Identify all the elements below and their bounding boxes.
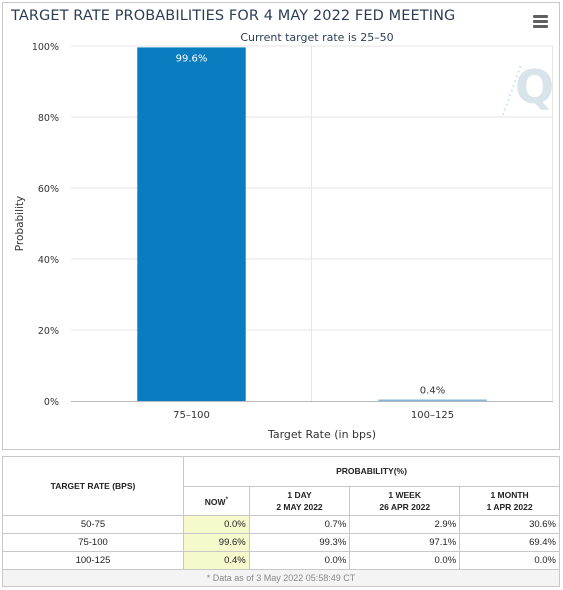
col-header-date: 26 APR 2022 (379, 501, 431, 512)
x-tick-label: 100–125 (411, 410, 454, 421)
table-cell: 0.0% (459, 551, 560, 570)
table-cell: 2.9% (349, 515, 461, 534)
probability-header: PROBABILITY(%) (183, 456, 560, 487)
row-rate: 100-125 (2, 551, 184, 570)
chart-title: TARGET RATE PROBABILITIES FOR 4 MAY 2022… (11, 8, 456, 24)
bar-chart: Current target rate is 25–50 0% 20% 40% 60% 8… (14, 31, 554, 441)
col-header: 1 MONTH 1 APR 2022 (459, 485, 560, 516)
col-header-line1: 1 MONTH (490, 489, 529, 500)
y-tick-label: 100% (32, 42, 59, 53)
y-tick-label: 0% (44, 397, 59, 408)
probability-table-wrap: TARGET RATE (BPS) PROBABILITY(%) NOW* 1 D… (2, 456, 560, 587)
probability-table: TARGET RATE (BPS) PROBABILITY(%) NOW* 1 D… (2, 456, 560, 587)
table-cell: 0.4% (183, 551, 250, 570)
col-header-line1: NOW (204, 496, 226, 507)
table-row: 75-100 99.6% 99.3% 97.1% 69.4% (2, 533, 560, 552)
rate-header: TARGET RATE (BPS) (2, 456, 184, 516)
table-cell: 97.1% (349, 533, 461, 552)
watermark-logo: Q (515, 60, 554, 114)
data-label: 99.6% (176, 53, 208, 64)
asterisk-mark: * (225, 496, 228, 503)
table-cell: 99.3% (248, 533, 351, 552)
bar-75–100 (137, 47, 246, 402)
y-axis-title: Probability (14, 196, 26, 252)
table-cell: 0.0% (248, 551, 351, 570)
y-tick-label: 40% (38, 255, 59, 266)
table-row: 100-125 0.4% 0.0% 0.0% 0.0% (2, 551, 560, 570)
table-cell: 99.6% (183, 533, 250, 552)
data-footnote: * Data as of 3 May 2022 05:58:49 CT (2, 569, 560, 587)
y-tick-label: 20% (38, 326, 59, 337)
table-cell: 30.6% (459, 515, 560, 534)
x-axis-title: Target Rate (in bps) (267, 428, 376, 441)
col-header: NOW* (183, 485, 250, 516)
table-cell: 0.0% (349, 551, 461, 570)
x-tick-label: 75–100 (173, 410, 210, 421)
col-header-line1: 1 DAY (287, 489, 312, 500)
col-header-date: 1 APR 2022 (486, 501, 533, 512)
y-tick-label: 80% (38, 113, 59, 124)
hamburger-menu-icon[interactable] (533, 15, 548, 29)
table-cell: 0.7% (248, 515, 351, 534)
data-label: 0.4% (420, 386, 445, 397)
table-cell: 69.4% (459, 533, 560, 552)
watermark-stripe (502, 64, 522, 116)
table-row: 50-75 0.0% 0.7% 2.9% 30.6% (2, 515, 560, 534)
chart-panel: TARGET RATE PROBABILITIES FOR 4 MAY 2022… (2, 2, 560, 450)
col-header-date: 2 MAY 2022 (276, 501, 323, 512)
table-cell: 0.0% (183, 515, 250, 534)
col-header-line1: 1 WEEK (388, 489, 421, 500)
col-header: 1 WEEK 26 APR 2022 (349, 485, 461, 516)
chart-subtitle: Current target rate is 25–50 (240, 31, 393, 44)
bar-100–125 (378, 399, 487, 401)
y-tick-label: 60% (38, 184, 59, 195)
col-header: 1 DAY 2 MAY 2022 (248, 485, 351, 516)
row-rate: 50-75 (2, 515, 184, 534)
row-rate: 75-100 (2, 533, 184, 552)
